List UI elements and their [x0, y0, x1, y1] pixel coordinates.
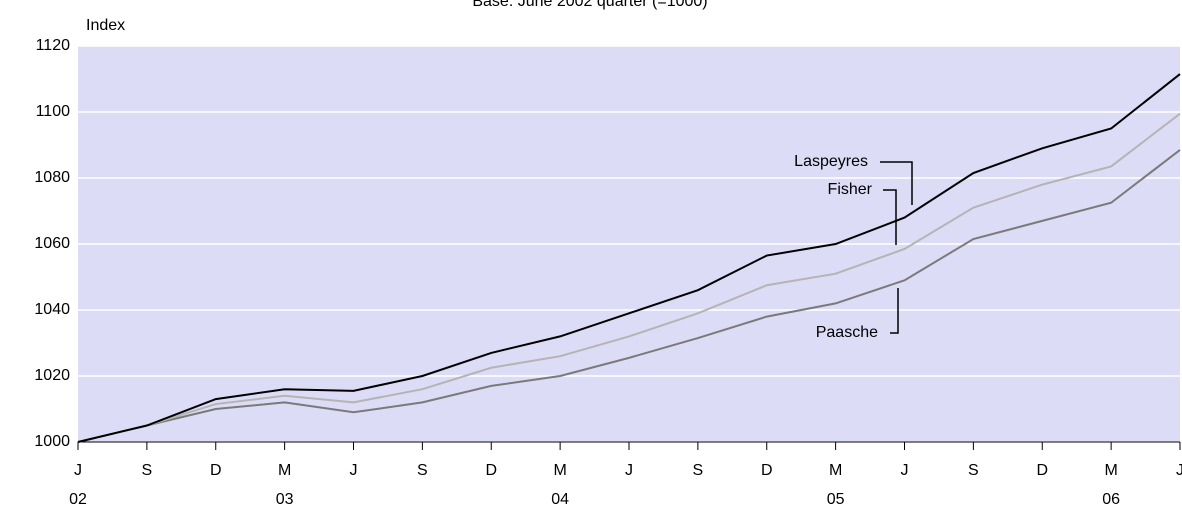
series-label: Laspeyres	[794, 153, 868, 170]
x-tick-label: J	[350, 462, 358, 479]
leader-line	[890, 288, 899, 334]
y-tick-label: 1100	[36, 103, 71, 120]
x-tick-label: J	[625, 462, 633, 479]
leader-line	[880, 161, 913, 205]
series-line	[77, 73, 1181, 443]
year-label: 03	[276, 491, 294, 508]
series-line	[77, 112, 1181, 443]
x-tick-label: S	[968, 462, 979, 479]
x-tick-label: D	[761, 462, 773, 479]
x-tick-label: M	[553, 462, 566, 479]
year-label: 05	[827, 491, 845, 508]
y-axis-label: Index	[86, 17, 125, 34]
leader-line	[883, 189, 897, 245]
year-label: 06	[1102, 491, 1120, 508]
y-tick-label: 1080	[34, 169, 70, 186]
x-tick-label: M	[1104, 462, 1117, 479]
y-tick-label: 1060	[34, 235, 70, 252]
x-tick-label: J	[1176, 462, 1182, 479]
chart-subtitle: Base: June 2002 quarter (=1000)	[472, 0, 707, 10]
series-label: Fisher	[828, 181, 873, 198]
x-tick-label: J	[901, 462, 909, 479]
y-tick-label: 1020	[34, 367, 70, 384]
x-tick-label: S	[417, 462, 428, 479]
x-tick-label: M	[278, 462, 291, 479]
x-tick-label: D	[485, 462, 497, 479]
series-label: Paasche	[816, 324, 878, 341]
y-tick-label: 1120	[36, 37, 71, 54]
year-label: 04	[551, 491, 569, 508]
x-tick-label: J	[74, 462, 82, 479]
x-tick-label: M	[829, 462, 842, 479]
y-tick-label: 1040	[34, 301, 70, 318]
x-tick-label: D	[1036, 462, 1048, 479]
series-line	[77, 149, 1181, 443]
y-tick-label: 1000	[34, 433, 70, 450]
x-tick-label: D	[210, 462, 222, 479]
x-tick-label: S	[693, 462, 704, 479]
year-label: 02	[69, 491, 87, 508]
x-tick-label: S	[142, 462, 153, 479]
